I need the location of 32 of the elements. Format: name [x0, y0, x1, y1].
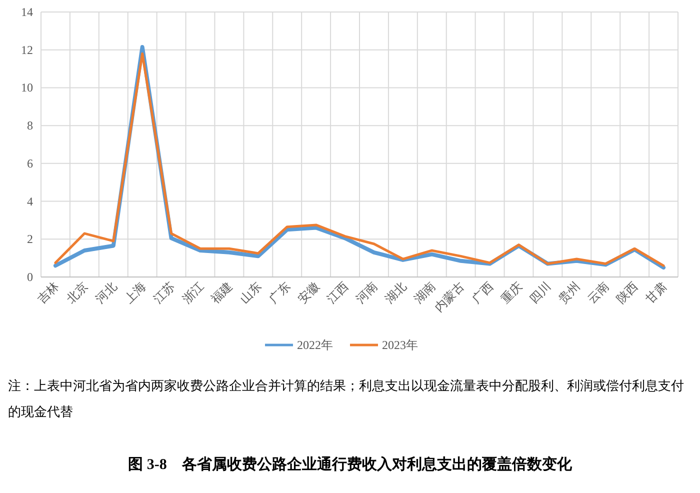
y-tick-label: 6 [27, 156, 33, 170]
y-tick-label: 14 [21, 5, 33, 19]
x-tick-label: 重庆 [498, 279, 525, 306]
x-tick-label: 广西 [469, 279, 496, 306]
text: 图 3-8 各省属收费公路企业通行费收入对利息支出的覆盖倍数变化 [127, 455, 573, 474]
legend-label: 2022年 [297, 338, 333, 352]
y-tick-label: 4 [27, 194, 33, 208]
x-tick-label: 甘肃 [642, 279, 670, 306]
x-tick-label: 河北 [92, 279, 120, 306]
x-tick-label: 上海 [122, 279, 148, 306]
y-tick-label: 2 [27, 232, 33, 246]
x-tick-label: 吉林 [34, 279, 62, 306]
y-tick-label: 0 [27, 270, 33, 284]
x-tick-label: 江苏 [150, 279, 178, 306]
x-tick-label: 浙江 [180, 279, 206, 306]
x-tick-label: 安徽 [295, 279, 322, 306]
x-tick-label: 云南 [584, 279, 612, 306]
y-tick-label: 12 [21, 42, 33, 57]
y-tick-label: 10 [21, 80, 33, 95]
x-tick-label: 四川 [526, 279, 554, 306]
x-tick-label: 广东 [266, 279, 294, 306]
x-tick-label: 山东 [237, 279, 264, 306]
y-tick-label: 8 [27, 118, 33, 133]
x-tick-label: 北京 [64, 279, 91, 306]
x-tick-label: 贵州 [556, 279, 583, 306]
legend-label: 2023年 [382, 338, 418, 352]
x-tick-label: 陕西 [614, 279, 641, 306]
x-tick-label: 福建 [208, 279, 236, 306]
x-tick-label: 河南 [353, 279, 380, 306]
text: 注：上表中河北省为省内两家收费公路企业合并计算的结果；利息支出以现金流量表中分配股利、利润或偿付利息支付的现金代替 [8, 377, 685, 421]
x-tick-label: 湖北 [382, 279, 410, 306]
x-tick-label: 江西 [324, 279, 352, 306]
